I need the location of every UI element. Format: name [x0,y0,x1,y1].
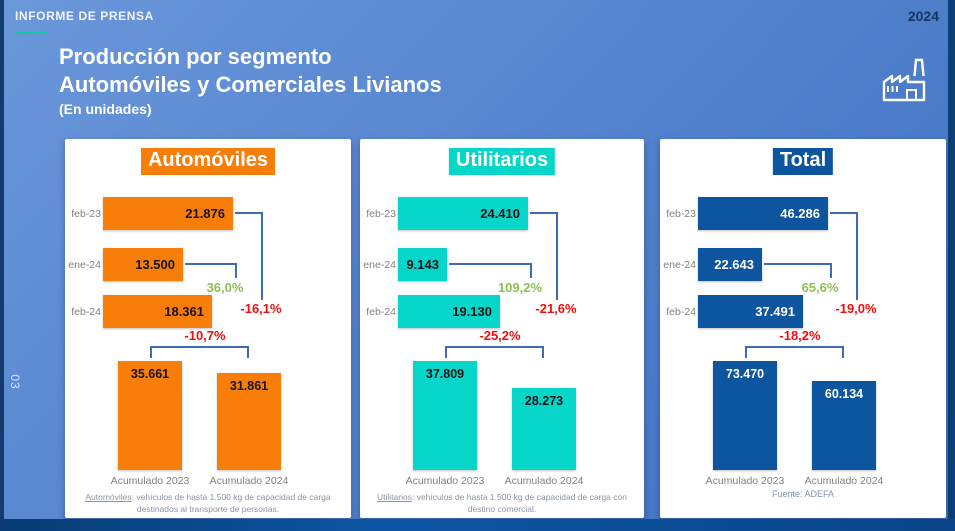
acumulado-label: Acumulado 2024 [804,475,884,487]
bar-value-ene-24: 22.643 [714,257,754,272]
bar-acumulado-2023: 37.809 [413,361,477,470]
footnote-text: : vehículos de hasta 1.500 kg de capacid… [411,492,627,515]
panel-footnote: Automóviles: vehículos de hasta 1.500 kg… [73,491,343,516]
bar-acumulado-2023: 73.470 [713,361,777,470]
bar-value: 60.134 [824,387,864,401]
bar-value: 73.470 [725,367,765,381]
acumulado-bracket [745,346,844,358]
month-label-ene-24: ene-24 [68,259,101,271]
month-label-feb-24: feb-24 [666,306,696,318]
panel-title-badge: Automóviles [140,148,276,175]
connector-line [764,263,832,265]
bar-value-ene-24: 13.500 [135,257,175,272]
bar-value-feb-23: 21.876 [185,206,225,221]
bar-value: 35.661 [130,367,170,381]
connector-line [830,263,832,278]
acumulado-label: Acumulado 2023 [110,475,190,487]
month-label-ene-24: ene-24 [663,259,696,271]
pct-feb23-vs-feb24: -16,1% [240,301,282,316]
panel-utilitarios: Utilitarios feb-23 24.410 ene-24 9.143 feb-24… [360,139,644,518]
pct-ene24-vs-feb24: 109,2% [497,280,543,295]
factory-icon [876,56,930,109]
bar-value-feb-23: 24.410 [480,206,520,221]
pct-acumulado: -10,7% [184,328,226,343]
connector-line [530,263,532,278]
footnote-text: : vehículos de hasta 1.500 kg de capacid… [131,492,331,515]
bar-feb-23: 21.876 [103,197,233,230]
acumulado-label: Acumulado 2024 [504,475,584,487]
teal-underline [15,31,48,34]
acumulado-bracket [445,346,544,358]
bar-value: 28.273 [524,394,564,408]
bar-value-feb-24: 37.491 [755,304,795,319]
connector-line [830,212,858,214]
pct-feb23-vs-feb24: -19,0% [835,301,877,316]
month-label-ene-24: ene-24 [363,259,396,271]
month-label-feb-24: feb-24 [71,306,101,318]
connector-line [185,263,237,265]
left-frame-bar [0,0,4,531]
acumulado-label: Acumulado 2023 [705,475,785,487]
connector-line [530,212,558,214]
acumulado-label: Acumulado 2024 [209,475,289,487]
bar-ene-24: 13.500 [103,248,183,281]
pct-acumulado: -25,2% [479,328,521,343]
bottom-frame-bar [0,519,955,531]
month-label-feb-23: feb-23 [366,208,396,220]
panel-title-badge: Total [772,148,834,175]
bar-value-ene-24: 9.143 [406,257,439,272]
panel-total: Total feb-23 46.286 ene-24 22.643 feb-24 37.49… [660,139,946,518]
footnote-term: Automóviles [85,492,132,502]
bar-value-feb-23: 46.286 [780,206,820,221]
pct-ene24-vs-feb24: 36,0% [206,280,244,295]
bar-acumulado-2024: 31.861 [217,373,281,470]
bar-value: 37.809 [425,367,465,381]
connector-line [449,263,532,265]
page-number: 03 [8,374,22,390]
connector-line [856,212,858,300]
bar-feb-23: 24.410 [398,197,528,230]
connector-line [235,212,263,214]
connector-line [556,212,558,300]
pct-feb23-vs-feb24: -21,6% [535,301,577,316]
bar-feb-24: 37.491 [698,295,803,328]
acumulado-bracket [150,346,249,358]
bar-ene-24: 9.143 [398,248,447,281]
bar-feb-23: 46.286 [698,197,828,230]
bar-value: 31.861 [229,379,269,393]
month-label-feb-24: feb-24 [366,306,396,318]
pct-acumulado: -18,2% [779,328,821,343]
bar-value-feb-24: 18.361 [164,304,204,319]
bar-ene-24: 22.643 [698,248,762,281]
pct-ene24-vs-feb24: 65,6% [801,280,839,295]
right-frame-bar [948,0,955,531]
bar-value-feb-24: 19.130 [452,304,492,319]
page-title-line2: Automóviles y Comerciales Livianos [59,72,442,97]
panel-footnote: Utilitarios: vehículos de hasta 1.500 kg… [368,491,636,516]
bar-feb-24: 19.130 [398,295,500,328]
acumulado-label: Acumulado 2023 [405,475,485,487]
bar-feb-24: 18.361 [103,295,212,328]
panel-automóviles: Automóviles feb-23 21.876 ene-24 13.500 feb-2… [65,139,351,518]
report-label: INFORME DE PRENSA [15,9,154,23]
page-title-line1: Producción por segmento [59,44,332,69]
footnote-term: Utilitarios [377,492,412,502]
connector-line [235,263,237,278]
month-label-feb-23: feb-23 [71,208,101,220]
month-label-feb-23: feb-23 [666,208,696,220]
page-title-line3: (En unidades) [59,101,152,117]
source-label: Fuente: ADEFA [771,489,835,499]
connector-line [261,212,263,300]
panel-title-badge: Utilitarios [448,148,556,175]
bar-acumulado-2023: 35.661 [118,361,182,470]
bar-acumulado-2024: 60.134 [812,381,876,470]
bar-acumulado-2024: 28.273 [512,388,576,470]
year-badge: 2024 [907,8,939,24]
